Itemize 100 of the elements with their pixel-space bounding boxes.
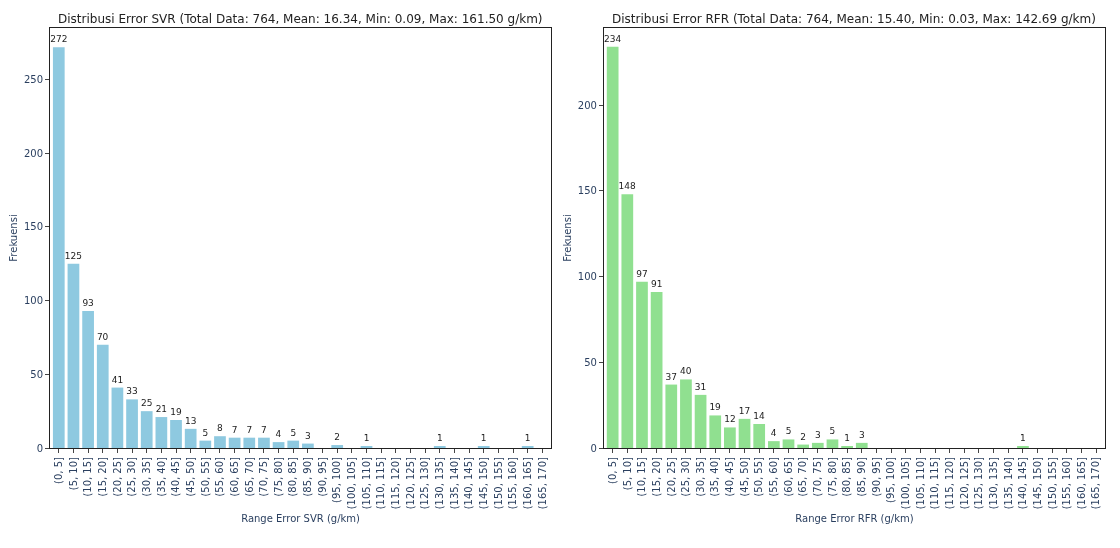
data-label: 234 xyxy=(603,33,622,44)
data-label: 37 xyxy=(665,371,677,382)
data-label: 3 xyxy=(814,429,821,440)
x-tick-label: (75, 80] xyxy=(826,456,838,497)
y-tick-label: 50 xyxy=(30,368,43,380)
bar xyxy=(680,379,692,448)
x-tick-label: (50, 55] xyxy=(199,456,211,497)
x-tick-label: (135, 140] xyxy=(1002,456,1014,510)
data-label: 1 xyxy=(480,433,487,443)
x-tick-label: (20, 25] xyxy=(665,456,677,497)
x-tick-label: (75, 80] xyxy=(272,456,284,497)
data-label: 91 xyxy=(650,279,663,289)
x-tick-label: (30, 35] xyxy=(140,456,152,497)
data-label: 7 xyxy=(231,424,238,435)
x-tick-label: (15, 20] xyxy=(650,456,662,497)
y-tick-label: 100 xyxy=(23,295,43,307)
x-axis-title: Range Error SVR (g/km) xyxy=(241,512,361,524)
x-tick-label: (20, 25] xyxy=(111,456,123,497)
bar xyxy=(811,442,824,448)
bar xyxy=(272,442,285,448)
data-label: 17 xyxy=(738,405,751,416)
bar xyxy=(170,420,182,448)
bar xyxy=(52,47,65,448)
x-tick-label: (120, 125] xyxy=(404,456,416,510)
data-label: 2 xyxy=(334,432,341,443)
x-tick-label: (140, 145] xyxy=(1017,456,1029,510)
data-label: 1 xyxy=(1020,433,1026,443)
data-label: 7 xyxy=(261,424,267,435)
data-label: 70 xyxy=(96,331,109,342)
y-axis-title: Frekuensi xyxy=(7,214,19,262)
x-tick-label: (45, 50] xyxy=(738,456,750,497)
bar xyxy=(797,444,810,448)
data-label: 19 xyxy=(709,402,722,413)
data-label: 4 xyxy=(770,428,777,439)
x-tick-label: (40, 45] xyxy=(170,456,182,497)
bar xyxy=(258,437,270,448)
data-label: 97 xyxy=(636,268,648,279)
bar xyxy=(636,281,648,448)
y-tick-label: 50 xyxy=(584,356,597,368)
x-axis-title: Range Error RFR (g/km) xyxy=(795,512,914,524)
x-tick-label: (130, 135] xyxy=(434,456,446,510)
x-tick-label: (145, 150] xyxy=(477,456,489,510)
bar xyxy=(140,411,153,448)
x-tick-label: (15, 20] xyxy=(97,456,108,497)
data-label: 125 xyxy=(64,250,83,261)
data-label: 1 xyxy=(436,433,443,443)
bar xyxy=(214,436,226,448)
data-label: 8 xyxy=(216,423,223,434)
x-tick-label: (0, 5] xyxy=(53,456,65,484)
x-tick-label: (30, 35] xyxy=(694,456,706,497)
x-tick-label: (120, 125] xyxy=(958,456,970,510)
data-label: 5 xyxy=(290,427,297,438)
data-label: 33 xyxy=(126,386,138,397)
bar xyxy=(767,441,780,448)
x-tick-label: (160, 165] xyxy=(1075,456,1087,510)
bar xyxy=(738,418,751,448)
x-tick-label: (165, 170] xyxy=(1090,456,1102,510)
x-tick-label: (40, 45] xyxy=(724,456,736,497)
x-tick-label: (160, 165] xyxy=(521,456,533,510)
x-tick-label: (5, 10] xyxy=(621,456,633,491)
y-tick-label: 250 xyxy=(23,74,43,86)
bar xyxy=(331,445,344,448)
y-tick-label: 0 xyxy=(590,442,597,454)
data-label: 1 xyxy=(844,433,850,443)
x-tick-label: (60, 65] xyxy=(228,456,240,497)
x-tick-label: (105, 110] xyxy=(914,456,926,510)
bar xyxy=(243,437,256,448)
y-tick-label: 200 xyxy=(577,99,597,111)
x-tick-label: (115, 120] xyxy=(943,456,955,510)
bar xyxy=(67,263,80,448)
bar xyxy=(111,387,124,448)
x-tick-label: (55, 60] xyxy=(768,456,780,497)
x-tick-label: (35, 40] xyxy=(155,456,167,497)
data-label: 41 xyxy=(111,374,124,385)
x-tick-label: (65, 70] xyxy=(243,456,255,497)
x-tick-label: (100, 105] xyxy=(899,456,911,510)
x-tick-label: (95, 100] xyxy=(331,456,343,503)
x-tick-label: (55, 60] xyxy=(214,456,226,497)
chart-title: Distribusi Error SVR (Total Data: 764, Mean: 16.34, Min: 0.09, Max: 161.50 g/km) xyxy=(58,12,543,26)
data-label: 21 xyxy=(155,404,168,415)
x-tick-label: (155, 160] xyxy=(1061,456,1073,510)
data-label: 148 xyxy=(618,181,637,192)
data-label: 40 xyxy=(680,366,692,377)
x-tick-label: (125, 130] xyxy=(973,456,985,510)
x-tick-label: (145, 150] xyxy=(1031,456,1043,510)
x-tick-label: (25, 30] xyxy=(680,456,692,497)
data-label: 2 xyxy=(800,431,807,442)
x-tick-label: (140, 145] xyxy=(463,456,475,510)
data-label: 25 xyxy=(140,398,153,409)
x-tick-label: (110, 115] xyxy=(375,456,387,510)
x-tick-label: (10, 15] xyxy=(82,456,94,497)
bar xyxy=(287,440,300,448)
data-label: 93 xyxy=(82,297,94,308)
x-tick-label: (155, 160] xyxy=(507,456,519,510)
x-tick-label: (90, 95] xyxy=(870,456,882,497)
bar xyxy=(753,424,766,448)
data-label: 3 xyxy=(305,430,311,441)
y-tick-label: 200 xyxy=(23,147,43,159)
bar xyxy=(665,384,678,448)
x-tick-label: (80, 85] xyxy=(287,456,299,497)
